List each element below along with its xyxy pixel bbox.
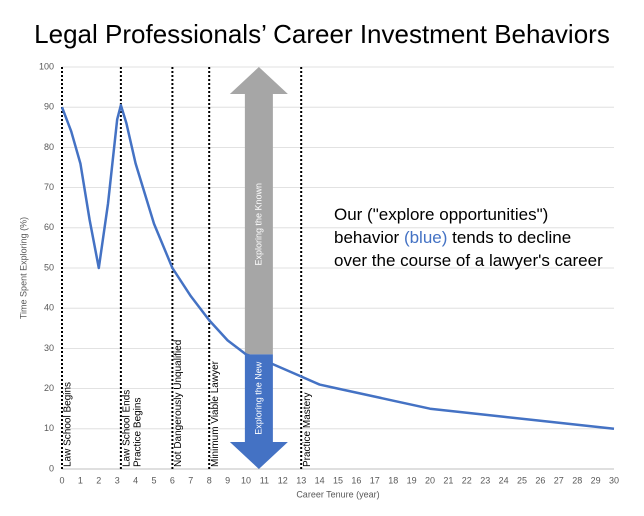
x-tick-label: 17 — [370, 475, 380, 485]
arrow-known — [229, 67, 288, 355]
x-tick-label: 27 — [554, 475, 564, 485]
y-tick-label: 20 — [44, 383, 54, 393]
y-tick-label: 70 — [44, 182, 54, 192]
x-tick-label: 4 — [133, 475, 138, 485]
annotation-line: behavior (blue) tends to decline — [334, 228, 571, 247]
x-tick-label: 20 — [425, 475, 435, 485]
x-tick-label: 5 — [151, 475, 156, 485]
x-tick-label: 14 — [315, 475, 325, 485]
y-tick-label: 100 — [39, 61, 54, 71]
x-tick-label: 13 — [296, 475, 306, 485]
x-tick-label: 16 — [351, 475, 361, 485]
x-tick-label: 1 — [78, 475, 83, 485]
y-tick-label: 30 — [44, 343, 54, 353]
x-tick-label: 15 — [333, 475, 343, 485]
x-tick-label: 22 — [462, 475, 472, 485]
x-axis-title: Career Tenure (year) — [296, 489, 379, 499]
y-tick-label: 80 — [44, 142, 54, 152]
x-tick-label: 10 — [241, 475, 251, 485]
x-tick-label: 8 — [207, 475, 212, 485]
x-tick-label: 11 — [260, 475, 269, 485]
x-tick-label: 29 — [591, 475, 601, 485]
y-tick-label: 90 — [44, 102, 54, 112]
y-tick-label: 0 — [49, 463, 54, 473]
chart-title: Legal Professionals’ Career Investment B… — [34, 19, 610, 49]
data-line — [60, 103, 615, 431]
annotation-line: over the course of a lawyer's career — [334, 251, 603, 270]
x-tick-label: 26 — [535, 475, 545, 485]
milestone-label: Law School Ends — [122, 390, 133, 467]
milestone-label: Minimum Viable Lawyer — [210, 360, 221, 467]
x-tick-label: 3 — [115, 475, 120, 485]
milestone-label: Not Dangerously Unqualified — [173, 340, 184, 467]
arrow-new — [229, 354, 288, 469]
x-tick-label: 24 — [499, 475, 509, 485]
annotation-part: behavior — [334, 228, 404, 247]
y-tick-label: 50 — [44, 262, 54, 272]
x-tick-label: 12 — [278, 475, 288, 485]
milestone-label: Practice Mastery — [302, 393, 313, 467]
arrow-label: Exploring the Known — [253, 183, 263, 266]
annotation: Our ("explore opportunities") behavior (… — [334, 205, 603, 270]
y-tick-label: 40 — [44, 303, 54, 313]
x-tick-label: 21 — [443, 475, 453, 485]
annotation-highlight: (blue) — [404, 228, 447, 247]
annotation-line: Our ("explore opportunities") — [334, 205, 548, 224]
x-tick-label: 25 — [517, 475, 527, 485]
annotation-part: tends to decline — [447, 228, 571, 247]
x-tick-label: 28 — [572, 475, 582, 485]
x-tick-label: 19 — [407, 475, 417, 485]
x-tick-label: 2 — [96, 475, 101, 485]
milestone-label: Law School Begins — [63, 382, 74, 467]
x-tick-label: 6 — [170, 475, 175, 485]
milestone-label: Practice Begins — [133, 398, 144, 467]
x-tick-label: 7 — [188, 475, 193, 485]
x-tick-label: 0 — [59, 475, 64, 485]
arrow-label: Exploring the New — [253, 361, 263, 435]
y-tick-label: 60 — [44, 222, 54, 232]
x-tick-label: 18 — [388, 475, 398, 485]
y-tick-label: 10 — [44, 423, 54, 433]
x-tick-label: 30 — [609, 475, 619, 485]
y-axis-title: Time Spent Exploring (%) — [18, 217, 28, 319]
x-tick-label: 9 — [225, 475, 230, 485]
x-tick-label: 23 — [480, 475, 490, 485]
